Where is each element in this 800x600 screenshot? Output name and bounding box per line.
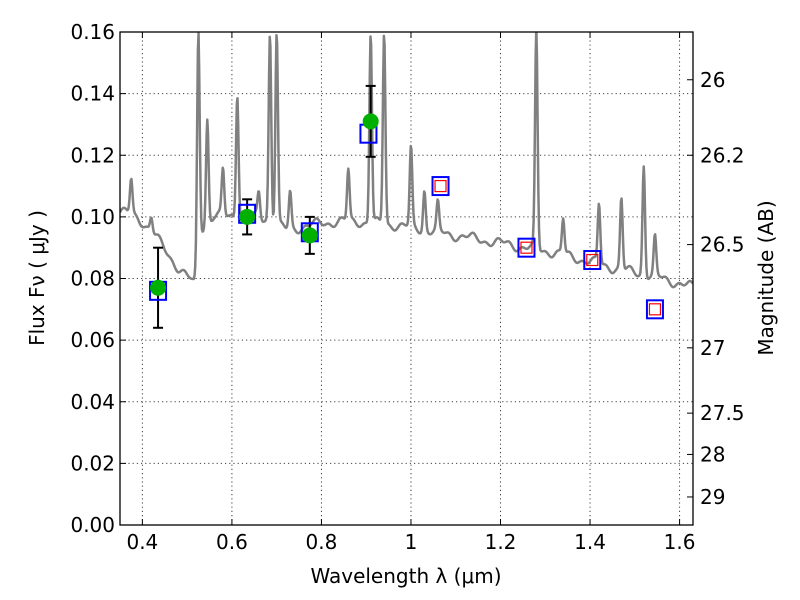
x-tick-label: 0.8 bbox=[306, 530, 338, 554]
right-tick-label: 27 bbox=[700, 336, 725, 360]
y-tick-label: 0.02 bbox=[70, 451, 115, 475]
model-spectrum-line bbox=[120, 32, 693, 289]
x-tick-label: 0.6 bbox=[216, 530, 248, 554]
observed-points bbox=[150, 113, 379, 296]
right-tick-label: 28 bbox=[700, 442, 725, 466]
x-tick-label: 1.4 bbox=[574, 530, 606, 554]
predicted-points bbox=[434, 179, 662, 316]
x-tick-label: 1.6 bbox=[664, 530, 696, 554]
y-axis: 0.00 0.02 0.04 0.06 0.08 0.10 0.12 0.14 0.16 bbox=[70, 20, 126, 537]
y-tick-label: 0.14 bbox=[70, 82, 115, 106]
right-axis-title: Magnitude (AB) bbox=[754, 200, 778, 355]
observed-point bbox=[150, 279, 167, 296]
model-box bbox=[583, 250, 602, 271]
observed-point bbox=[301, 227, 318, 244]
y-tick-label: 0.00 bbox=[70, 513, 115, 537]
y-tick-label: 0.06 bbox=[70, 328, 115, 352]
plot-area bbox=[120, 32, 693, 329]
y-tick-label: 0.16 bbox=[70, 20, 115, 44]
model-box bbox=[517, 237, 536, 258]
predicted-point bbox=[586, 253, 599, 267]
y-tick-label: 0.08 bbox=[70, 267, 115, 291]
x-tick-label: 1 bbox=[405, 530, 418, 554]
observed-point bbox=[239, 208, 256, 225]
right-tick-label: 26.2 bbox=[700, 143, 745, 167]
right-tick-label: 29 bbox=[700, 485, 725, 509]
observed-point bbox=[362, 113, 379, 130]
x-tick-label: 0.4 bbox=[126, 530, 158, 554]
y-tick-label: 0.12 bbox=[70, 143, 115, 167]
model-box bbox=[645, 299, 664, 320]
right-tick-label: 27.5 bbox=[700, 401, 745, 425]
y-tick-label: 0.10 bbox=[70, 205, 115, 229]
y-axis-title: Flux Fν ( μJy ) bbox=[25, 210, 49, 346]
right-axis: 26 26.2 26.5 27 27.5 28 29 bbox=[687, 68, 745, 509]
right-tick-label: 26 bbox=[700, 68, 725, 92]
predicted-point bbox=[520, 241, 533, 254]
grid bbox=[120, 32, 693, 525]
x-axis-title: Wavelength λ (μm) bbox=[310, 564, 501, 588]
x-tick-label: 1.2 bbox=[485, 530, 517, 554]
x-axis: 0.4 0.6 0.8 1 1.2 1.4 1.6 bbox=[126, 32, 695, 554]
model-box bbox=[431, 176, 450, 197]
predicted-point bbox=[648, 303, 662, 316]
predicted-point bbox=[434, 179, 447, 193]
right-tick-label: 26.5 bbox=[700, 233, 745, 257]
y-tick-label: 0.04 bbox=[70, 390, 115, 414]
